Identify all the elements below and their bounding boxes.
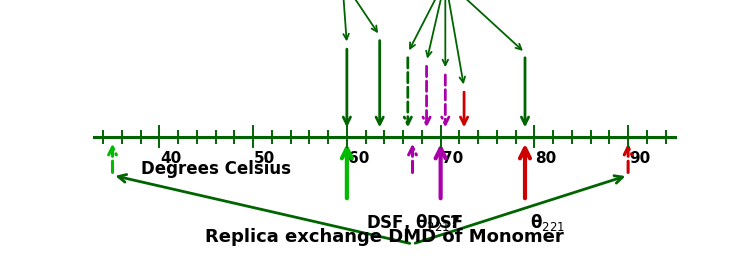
- Text: DSF: DSF: [427, 213, 464, 232]
- Text: 40: 40: [160, 151, 182, 165]
- Text: Degrees Celsius: Degrees Celsius: [141, 160, 291, 178]
- Text: 50: 50: [254, 151, 275, 165]
- Text: Replica exchange DMD of Monomer: Replica exchange DMD of Monomer: [205, 228, 564, 246]
- Text: 60: 60: [348, 151, 370, 165]
- Text: 90: 90: [629, 151, 650, 165]
- Text: DSF, θ$_{221}$?: DSF, θ$_{221}$?: [366, 212, 460, 233]
- Text: 80: 80: [536, 151, 556, 165]
- Text: 70: 70: [442, 151, 463, 165]
- Text: θ$_{221}$: θ$_{221}$: [530, 212, 565, 233]
